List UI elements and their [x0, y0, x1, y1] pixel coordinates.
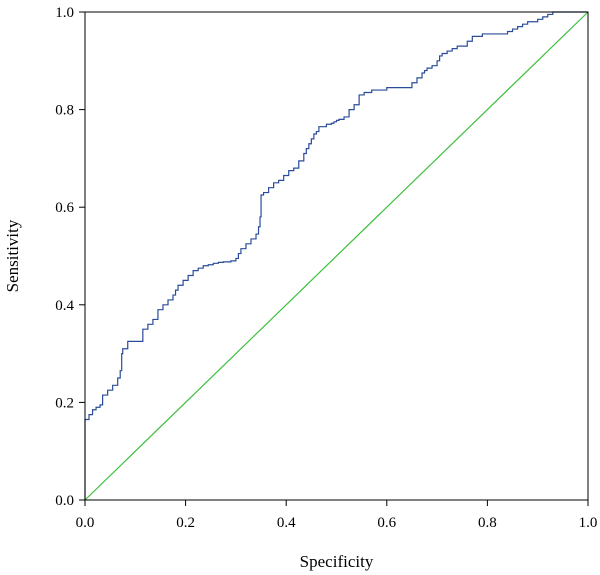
x-axis-label: Specificity	[300, 552, 374, 571]
y-tick-label: 0.8	[55, 103, 74, 119]
axes: 0.0 0.2 0.4 0.6 0.8 1.0 0.0 0.2 0.4 0.6 0.8 1.0	[55, 5, 597, 531]
plot-area	[84, 11, 589, 501]
x-tick-label: 1.0	[579, 515, 598, 531]
x-tick-label: 0.4	[277, 515, 296, 531]
y-tick-label: 1.0	[55, 5, 74, 21]
y-tick-label: 0.2	[55, 395, 74, 411]
roc-curve-line	[84, 11, 588, 500]
reference-diagonal-line	[84, 11, 589, 501]
x-tick-label: 0.8	[478, 515, 497, 531]
x-tick-label: 0.6	[377, 515, 396, 531]
x-tick-label: 0.2	[176, 515, 195, 531]
plot-frame	[84, 11, 589, 501]
y-tick-label: 0.0	[55, 493, 74, 509]
y-tick-label: 0.4	[55, 298, 74, 314]
y-axis-label: Sensitivity	[3, 219, 22, 292]
y-tick-label: 0.6	[55, 200, 74, 216]
x-tick-label: 0.0	[76, 515, 95, 531]
